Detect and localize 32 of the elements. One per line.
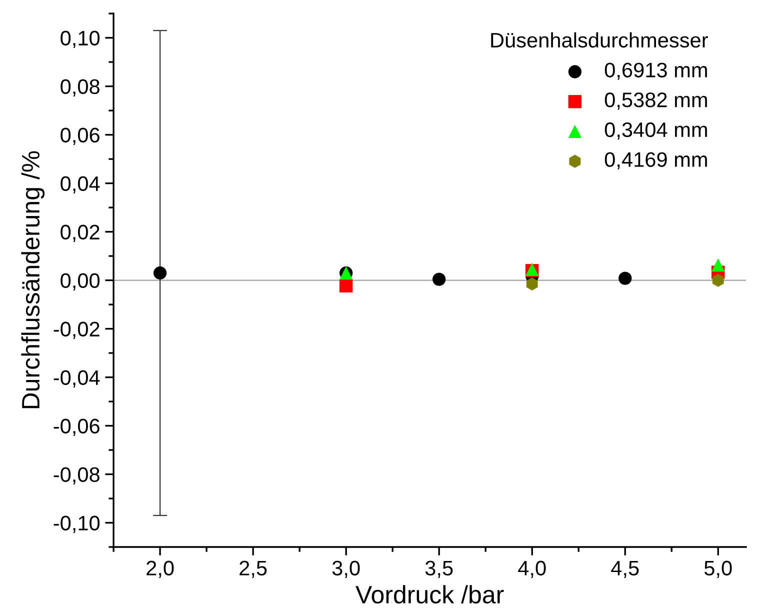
x-tick-label: 2,0 xyxy=(146,560,174,578)
legend-label: 0,3404 mm xyxy=(604,122,707,140)
y-tick-label: -0,10 xyxy=(54,516,100,533)
y-tick-label: 0,00 xyxy=(60,273,100,290)
point xyxy=(712,274,724,287)
y-tick-label: 0,08 xyxy=(60,79,100,97)
x-tick-label: 3,5 xyxy=(425,560,453,578)
legend-title: Düsenhalsdurchmesser xyxy=(491,32,708,48)
y-axis-title: Durchflussänderung /% xyxy=(21,151,45,408)
y-tick-label: -0,06 xyxy=(54,418,100,436)
y-tick-label: 0,06 xyxy=(60,128,100,146)
legend-label: 0,6913 mm xyxy=(604,62,707,80)
x-tick-label: 4,0 xyxy=(518,560,546,578)
y-tick-label: 0,02 xyxy=(60,224,100,242)
x-tick-label: 2,5 xyxy=(240,560,267,578)
y-tick-label: -0,02 xyxy=(54,322,100,339)
y-tick-label: 0,10 xyxy=(60,30,100,48)
point xyxy=(618,272,632,285)
y-tick-label: -0,08 xyxy=(54,467,100,484)
y-tick-label: 0,04 xyxy=(60,176,100,194)
legend-label: 0,4169 mm xyxy=(604,152,707,170)
point xyxy=(339,279,353,292)
x-tick-label: 4,5 xyxy=(611,560,639,578)
point xyxy=(712,258,725,272)
x-tick-label: 3,0 xyxy=(332,560,360,578)
x-tick-label: 5,0 xyxy=(704,560,732,578)
point xyxy=(432,272,446,286)
point xyxy=(526,277,538,291)
y-tick-label: -0,04 xyxy=(54,370,100,388)
x-axis-title: Vordruck /bar xyxy=(356,585,504,604)
point xyxy=(153,266,167,280)
legend-label: 0,5382 mm xyxy=(604,92,707,110)
